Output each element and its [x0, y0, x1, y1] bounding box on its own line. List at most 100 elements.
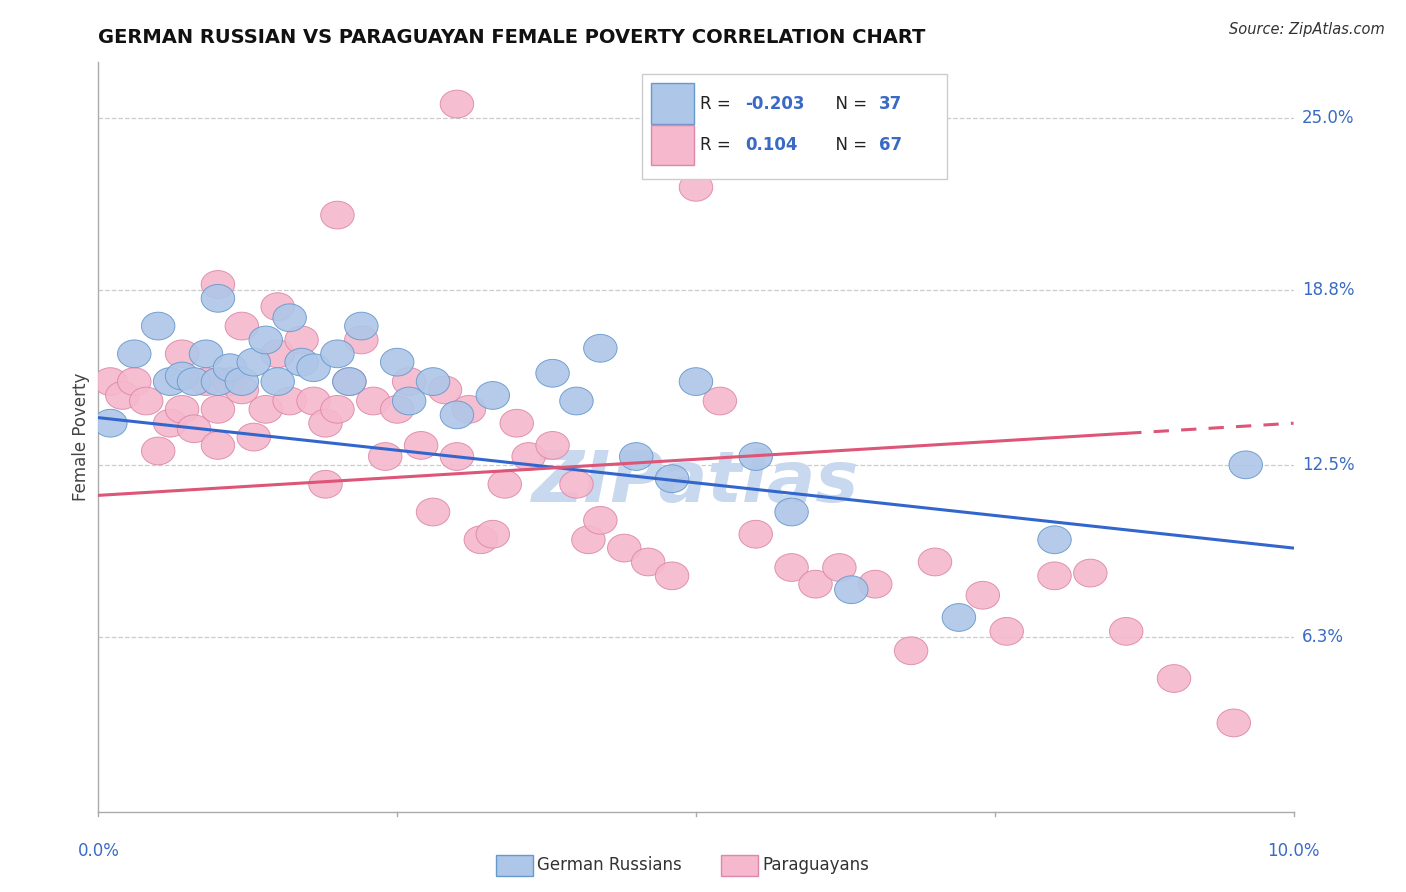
Ellipse shape [262, 368, 294, 395]
Ellipse shape [142, 312, 174, 340]
Ellipse shape [894, 637, 928, 665]
Text: 0.104: 0.104 [745, 136, 797, 153]
Text: 12.5%: 12.5% [1302, 456, 1354, 474]
Text: GERMAN RUSSIAN VS PARAGUAYAN FEMALE POVERTY CORRELATION CHART: GERMAN RUSSIAN VS PARAGUAYAN FEMALE POVE… [98, 28, 925, 47]
Ellipse shape [238, 423, 270, 451]
Ellipse shape [201, 432, 235, 459]
Ellipse shape [440, 401, 474, 429]
Ellipse shape [321, 340, 354, 368]
Ellipse shape [1218, 709, 1250, 737]
Ellipse shape [583, 334, 617, 362]
Ellipse shape [560, 387, 593, 415]
Ellipse shape [190, 368, 222, 395]
Ellipse shape [285, 326, 318, 354]
Text: German Russians: German Russians [537, 856, 682, 874]
Ellipse shape [775, 554, 808, 582]
Ellipse shape [572, 526, 605, 554]
Ellipse shape [225, 376, 259, 404]
Ellipse shape [166, 395, 198, 423]
Ellipse shape [321, 202, 354, 229]
Ellipse shape [679, 173, 713, 202]
Ellipse shape [201, 270, 235, 298]
Ellipse shape [416, 498, 450, 526]
Ellipse shape [918, 548, 952, 576]
Ellipse shape [392, 387, 426, 415]
Ellipse shape [94, 368, 127, 395]
Ellipse shape [249, 395, 283, 423]
Ellipse shape [105, 382, 139, 409]
Ellipse shape [942, 604, 976, 632]
Text: 6.3%: 6.3% [1302, 628, 1344, 646]
Ellipse shape [177, 415, 211, 442]
Ellipse shape [392, 368, 426, 395]
Ellipse shape [333, 368, 366, 395]
Ellipse shape [249, 326, 283, 354]
Ellipse shape [607, 534, 641, 562]
Ellipse shape [740, 520, 772, 548]
Ellipse shape [344, 312, 378, 340]
Ellipse shape [201, 285, 235, 312]
Ellipse shape [321, 395, 354, 423]
Ellipse shape [429, 376, 461, 404]
Ellipse shape [357, 387, 389, 415]
Text: 0.0%: 0.0% [77, 842, 120, 860]
Ellipse shape [273, 387, 307, 415]
Ellipse shape [990, 617, 1024, 645]
Ellipse shape [177, 368, 211, 395]
Ellipse shape [501, 409, 533, 437]
Ellipse shape [1157, 665, 1191, 692]
Text: ZIPatlas: ZIPatlas [533, 448, 859, 516]
Ellipse shape [655, 562, 689, 590]
Ellipse shape [262, 293, 294, 320]
Y-axis label: Female Poverty: Female Poverty [72, 373, 90, 501]
Ellipse shape [166, 340, 198, 368]
Text: 25.0%: 25.0% [1302, 109, 1354, 127]
Ellipse shape [464, 526, 498, 554]
Ellipse shape [799, 570, 832, 598]
Ellipse shape [823, 554, 856, 582]
Ellipse shape [142, 437, 174, 465]
Ellipse shape [679, 368, 713, 395]
Ellipse shape [1109, 617, 1143, 645]
Text: 37: 37 [879, 95, 903, 112]
Ellipse shape [297, 354, 330, 382]
Ellipse shape [775, 498, 808, 526]
Ellipse shape [416, 368, 450, 395]
Text: R =: R = [700, 136, 741, 153]
Ellipse shape [309, 409, 342, 437]
Text: 67: 67 [879, 136, 901, 153]
Ellipse shape [129, 387, 163, 415]
Ellipse shape [1074, 559, 1107, 587]
Ellipse shape [262, 340, 294, 368]
Ellipse shape [859, 570, 891, 598]
Ellipse shape [477, 520, 509, 548]
Ellipse shape [620, 442, 652, 470]
Ellipse shape [118, 340, 150, 368]
Ellipse shape [297, 387, 330, 415]
Ellipse shape [440, 442, 474, 470]
Ellipse shape [655, 465, 689, 492]
Ellipse shape [381, 395, 413, 423]
Ellipse shape [512, 442, 546, 470]
Ellipse shape [201, 368, 235, 395]
Ellipse shape [190, 340, 222, 368]
Ellipse shape [118, 368, 150, 395]
Ellipse shape [453, 395, 485, 423]
Ellipse shape [477, 382, 509, 409]
Ellipse shape [214, 354, 246, 382]
Ellipse shape [225, 368, 259, 395]
Ellipse shape [333, 368, 366, 395]
Ellipse shape [309, 470, 342, 498]
Ellipse shape [344, 326, 378, 354]
Ellipse shape [488, 470, 522, 498]
Ellipse shape [583, 507, 617, 534]
Ellipse shape [740, 442, 772, 470]
FancyBboxPatch shape [651, 84, 693, 124]
Ellipse shape [273, 304, 307, 332]
Ellipse shape [440, 90, 474, 118]
Ellipse shape [214, 368, 246, 395]
Ellipse shape [536, 359, 569, 387]
Ellipse shape [1229, 451, 1263, 479]
Ellipse shape [153, 368, 187, 395]
Ellipse shape [631, 548, 665, 576]
